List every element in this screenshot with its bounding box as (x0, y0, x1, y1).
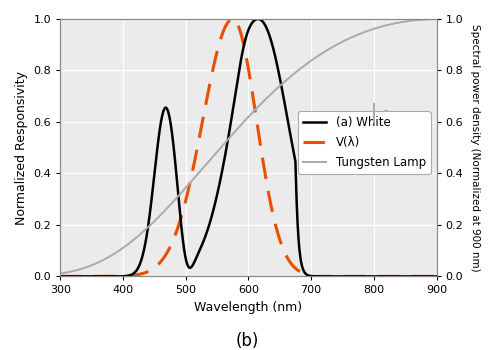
Text: (b): (b) (236, 332, 259, 350)
Legend: (a) White, V(λ), Tungsten Lamp: (a) White, V(λ), Tungsten Lamp (298, 111, 431, 174)
Y-axis label: Spectral power density (Normalized at 900 nm): Spectral power density (Normalized at 90… (470, 24, 480, 272)
X-axis label: Wavelength (nm): Wavelength (nm) (195, 301, 302, 314)
Y-axis label: Normalized Responsivity: Normalized Responsivity (15, 71, 28, 225)
